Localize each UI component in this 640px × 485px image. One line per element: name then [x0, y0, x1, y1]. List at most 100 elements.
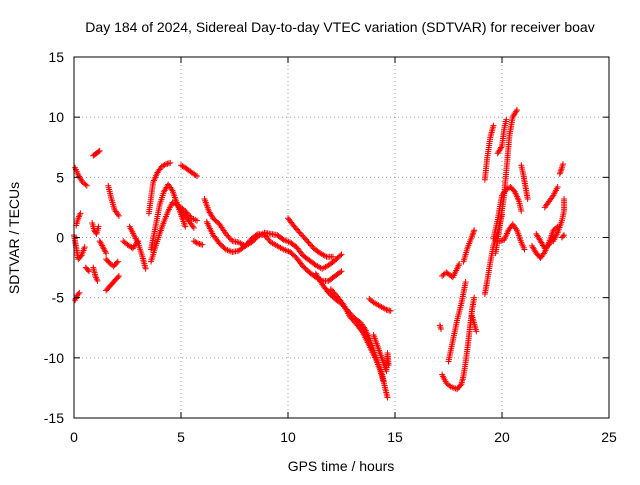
data-point	[182, 223, 189, 230]
data-point	[114, 258, 121, 265]
data-point	[305, 239, 312, 246]
data-point	[190, 224, 197, 231]
data-point	[194, 173, 201, 180]
data-point	[498, 144, 505, 151]
data-point	[94, 277, 101, 284]
data-point	[471, 294, 478, 301]
x-axis-label: GPS time / hours	[288, 458, 395, 474]
data-point	[226, 235, 233, 242]
data-point	[329, 253, 336, 260]
data-point	[167, 159, 174, 166]
x-tick-label: 25	[601, 429, 617, 445]
data-point	[473, 328, 480, 335]
data-point	[265, 236, 272, 243]
data-point	[337, 252, 344, 259]
data-point	[115, 273, 122, 280]
data-point	[115, 212, 122, 219]
data-point	[369, 298, 376, 305]
data-point	[308, 242, 315, 249]
data-point	[95, 148, 102, 155]
x-tick-label: 5	[177, 429, 185, 445]
data-point	[380, 377, 387, 384]
data-point	[438, 325, 445, 332]
data-point	[225, 233, 232, 240]
data-point	[331, 290, 338, 297]
data-point	[246, 238, 253, 245]
data-point	[193, 239, 200, 246]
data-point	[295, 228, 302, 235]
data-point	[384, 394, 391, 401]
data-point	[471, 227, 478, 234]
data-point	[244, 240, 251, 247]
y-tick-label: 0	[56, 230, 64, 246]
data-point	[301, 235, 308, 242]
data-point	[243, 241, 250, 248]
data-point	[180, 206, 187, 213]
data-point	[348, 315, 355, 322]
data-point	[503, 116, 510, 123]
data-point	[347, 313, 354, 320]
data-point	[338, 251, 345, 258]
data-point	[385, 362, 392, 369]
data-point	[261, 232, 268, 239]
y-axis-label: SDTVAR / TECUs	[6, 182, 22, 294]
data-point	[76, 289, 83, 296]
x-tick-label: 15	[387, 429, 403, 445]
data-point	[524, 195, 531, 202]
data-point	[293, 226, 300, 233]
data-point	[358, 328, 365, 335]
x-tick-label: 10	[280, 429, 296, 445]
data-point	[114, 274, 121, 281]
y-tick-label: -10	[44, 350, 64, 366]
data-point	[183, 209, 190, 216]
data-point	[300, 233, 307, 240]
y-tick-label: -15	[44, 410, 64, 426]
data-point	[561, 232, 568, 239]
data-point	[262, 233, 269, 240]
data-point	[329, 287, 336, 294]
data-point	[350, 318, 357, 325]
tick-layer: 0 5 10 15 20 25 -15 -10 -5 0 5 10 15	[44, 49, 617, 445]
data-point	[199, 241, 206, 248]
data-point	[327, 286, 334, 293]
data-point	[85, 268, 92, 275]
data-point	[84, 266, 91, 273]
data-point	[456, 260, 463, 267]
y-tick-label: -5	[52, 290, 65, 306]
data-point	[339, 300, 346, 307]
data-point	[304, 238, 311, 245]
data-point	[299, 232, 306, 239]
data-point	[457, 382, 464, 389]
data-point	[81, 244, 88, 251]
data-point	[521, 246, 528, 253]
x-tick-label: 20	[494, 429, 510, 445]
data-point	[242, 242, 249, 249]
y-tick-label: 10	[48, 109, 64, 125]
data-point	[518, 208, 525, 215]
data-point	[187, 213, 194, 220]
data-point	[561, 195, 568, 202]
chart-title: Day 184 of 2024, Sidereal Day-to-day VTE…	[85, 19, 594, 35]
data-point	[194, 217, 201, 224]
data-point	[338, 268, 345, 275]
data-point	[103, 250, 110, 257]
data-point	[186, 212, 193, 219]
data-point	[291, 223, 298, 230]
data-point	[142, 265, 149, 272]
grid-layer	[74, 57, 609, 418]
data-point	[513, 108, 520, 115]
data-point	[192, 172, 199, 179]
data-point	[337, 269, 344, 276]
data-point	[222, 230, 229, 237]
data-point	[462, 279, 469, 286]
data-point	[292, 225, 299, 232]
data-point	[297, 230, 304, 237]
data-point	[513, 106, 520, 113]
data-point	[330, 289, 337, 296]
data-point	[96, 147, 103, 154]
data-point	[77, 210, 84, 217]
data-point	[387, 307, 394, 314]
data-point	[490, 122, 497, 129]
